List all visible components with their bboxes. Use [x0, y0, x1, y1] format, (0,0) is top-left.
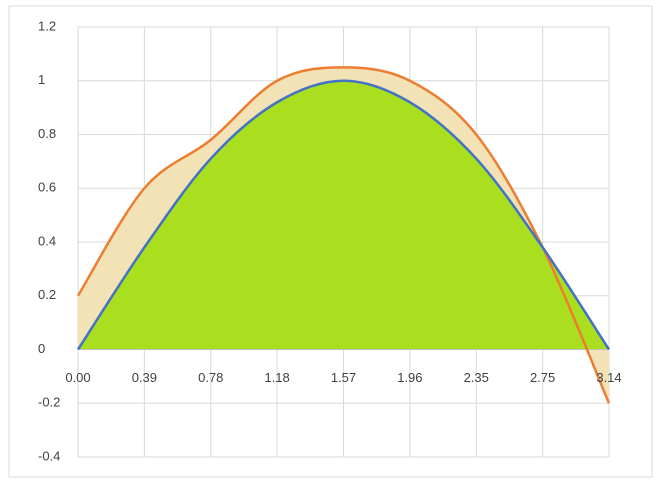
y-tick-label: 0: [38, 341, 45, 356]
x-tick-label: 1.18: [264, 370, 289, 385]
line: [76, 79, 611, 351]
y-tick-label: 1: [38, 72, 45, 87]
x-tick-label: 1.57: [331, 370, 356, 385]
y-tick-label: 0.8: [38, 126, 56, 141]
x-tick-label: 2.75: [530, 370, 555, 385]
y-tick-label: 1.2: [38, 18, 56, 33]
y-tick-label: 0.4: [38, 233, 56, 248]
x-tick-label: 0.78: [198, 370, 223, 385]
x-tick-label: 0.39: [132, 370, 157, 385]
y-tick-label: 0.6: [38, 180, 56, 195]
x-tick-label: 3.14: [596, 370, 621, 385]
area: [78, 80, 609, 350]
y-tick-label: -0.4: [38, 448, 60, 463]
x-tick-label: 1.96: [397, 370, 422, 385]
x-tick-label: 2.35: [464, 370, 489, 385]
x-tick-label: 0.00: [65, 370, 90, 385]
y-tick-label: -0.2: [38, 395, 60, 410]
y-tick-label: 0.2: [38, 287, 56, 302]
